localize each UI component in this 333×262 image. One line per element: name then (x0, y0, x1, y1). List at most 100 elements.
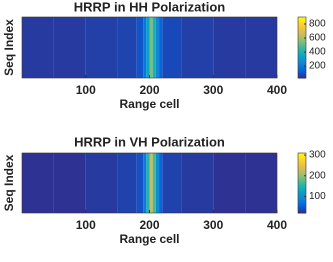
colorbar-segment (298, 156, 306, 158)
colorbar-tick-label: 100 (309, 191, 326, 202)
colorbar-segment (298, 39, 306, 42)
heatmap-column (162, 17, 182, 78)
colorbar-segment (298, 204, 306, 206)
colorbar-segment (298, 154, 306, 157)
colorbar-segment (298, 196, 306, 199)
colorbar-segment (298, 59, 306, 62)
heatmap-column (22, 153, 54, 213)
heatmap-column (143, 153, 147, 213)
colorbar-segment (298, 45, 306, 48)
colorbar-segment (298, 41, 306, 44)
colorbar-segment (298, 162, 306, 164)
colorbar-segment (298, 207, 306, 209)
heatmap-column (149, 153, 153, 213)
chart-title: HRRP in VH Polarization (74, 134, 225, 149)
colorbar-segment (298, 201, 306, 203)
colorbar-segment (298, 193, 306, 196)
colorbar-segment (298, 172, 306, 175)
colorbar-segment (298, 38, 306, 41)
heatmap-column (245, 153, 277, 213)
colorbar-segment (298, 165, 306, 167)
colorbar-segment (298, 53, 306, 56)
colorbar-segment (298, 23, 306, 26)
colorbar-segment (298, 17, 306, 20)
colorbar-tick-label: 400 (309, 47, 326, 58)
colorbar-segment (298, 26, 306, 29)
colorbar-tick-label: 300 (309, 150, 326, 161)
colorbar-segment (298, 169, 306, 172)
colorbar-segment (298, 71, 306, 74)
colorbar-segment (298, 168, 306, 170)
y-axis-label: Seq Index (2, 19, 16, 76)
colorbar-segment (298, 160, 306, 163)
colorbar-segment (298, 198, 306, 200)
colorbar-segment (298, 181, 306, 184)
heatmap-column (143, 17, 147, 78)
colorbar-segment (298, 192, 306, 194)
x-axis-label: Range cell (119, 97, 179, 111)
colorbar-segment (298, 199, 306, 202)
colorbar-segment (298, 166, 306, 169)
colorbar-segment (298, 65, 306, 68)
heatmap-column (181, 153, 214, 213)
heatmap-column (181, 17, 214, 78)
heatmap-column (155, 17, 160, 78)
colorbar-segment (298, 18, 306, 21)
colorbar-segment (298, 36, 306, 39)
colorbar-segment (298, 180, 306, 182)
colorbar-segment (298, 29, 306, 32)
heatmap-column (136, 17, 144, 78)
colorbar-tick-label: 200 (309, 61, 326, 72)
colorbar-segment (298, 67, 306, 70)
heatmap-column (159, 153, 163, 213)
colorbar-segment (298, 175, 306, 178)
y-axis-label: Seq Index (2, 154, 16, 211)
colorbar-segment (298, 211, 306, 214)
colorbar-segment (298, 42, 306, 45)
colorbar-tick-label: 600 (309, 33, 326, 44)
colorbar-segment (298, 50, 306, 53)
colorbar-segment (298, 171, 306, 173)
heatmap-column (22, 17, 54, 78)
colorbar-tick-label: 200 (309, 170, 326, 181)
colorbar-segment (298, 76, 306, 79)
x-tick-label: 100 (76, 218, 96, 232)
heatmap-column (53, 17, 86, 78)
x-tick-label: 300 (203, 218, 223, 232)
colorbar-segment (298, 190, 306, 193)
x-tick-label: 200 (139, 218, 159, 232)
x-tick-label: 400 (267, 218, 287, 232)
colorbar-segment (298, 178, 306, 181)
chart-title: HRRP in HH Polarization (74, 0, 226, 14)
colorbar-segment (298, 55, 306, 58)
colorbar-segment (298, 157, 306, 160)
x-tick-label: 400 (267, 83, 287, 97)
colorbar-segment (298, 74, 306, 77)
colorbar-segment (298, 186, 306, 188)
colorbar-segment (298, 21, 306, 24)
colorbar-segment (298, 35, 306, 38)
heatmap-column (155, 153, 160, 213)
colorbar-segment (298, 187, 306, 190)
x-tick-label: 200 (139, 83, 159, 97)
colorbar-segment (298, 159, 306, 161)
colorbar-segment (298, 49, 306, 52)
colorbar-segment (298, 163, 306, 166)
colorbar-frame (297, 152, 307, 214)
colorbar-segment (298, 56, 306, 59)
colorbar-segment (298, 195, 306, 197)
heatmap-column (85, 153, 118, 213)
colorbar-segment (298, 20, 306, 23)
colorbar-segment (298, 61, 306, 64)
colorbar-segment (298, 64, 306, 67)
colorbar-tick-label: 800 (309, 19, 326, 30)
x-tick-label: 100 (76, 83, 96, 97)
heatmap-column (146, 17, 150, 78)
heatmap-column (213, 153, 246, 213)
colorbar-segment (298, 70, 306, 73)
colorbar-segment (298, 30, 306, 33)
heatmap-column (245, 17, 277, 78)
heatmap-column (85, 17, 118, 78)
colorbar-segment (298, 184, 306, 187)
